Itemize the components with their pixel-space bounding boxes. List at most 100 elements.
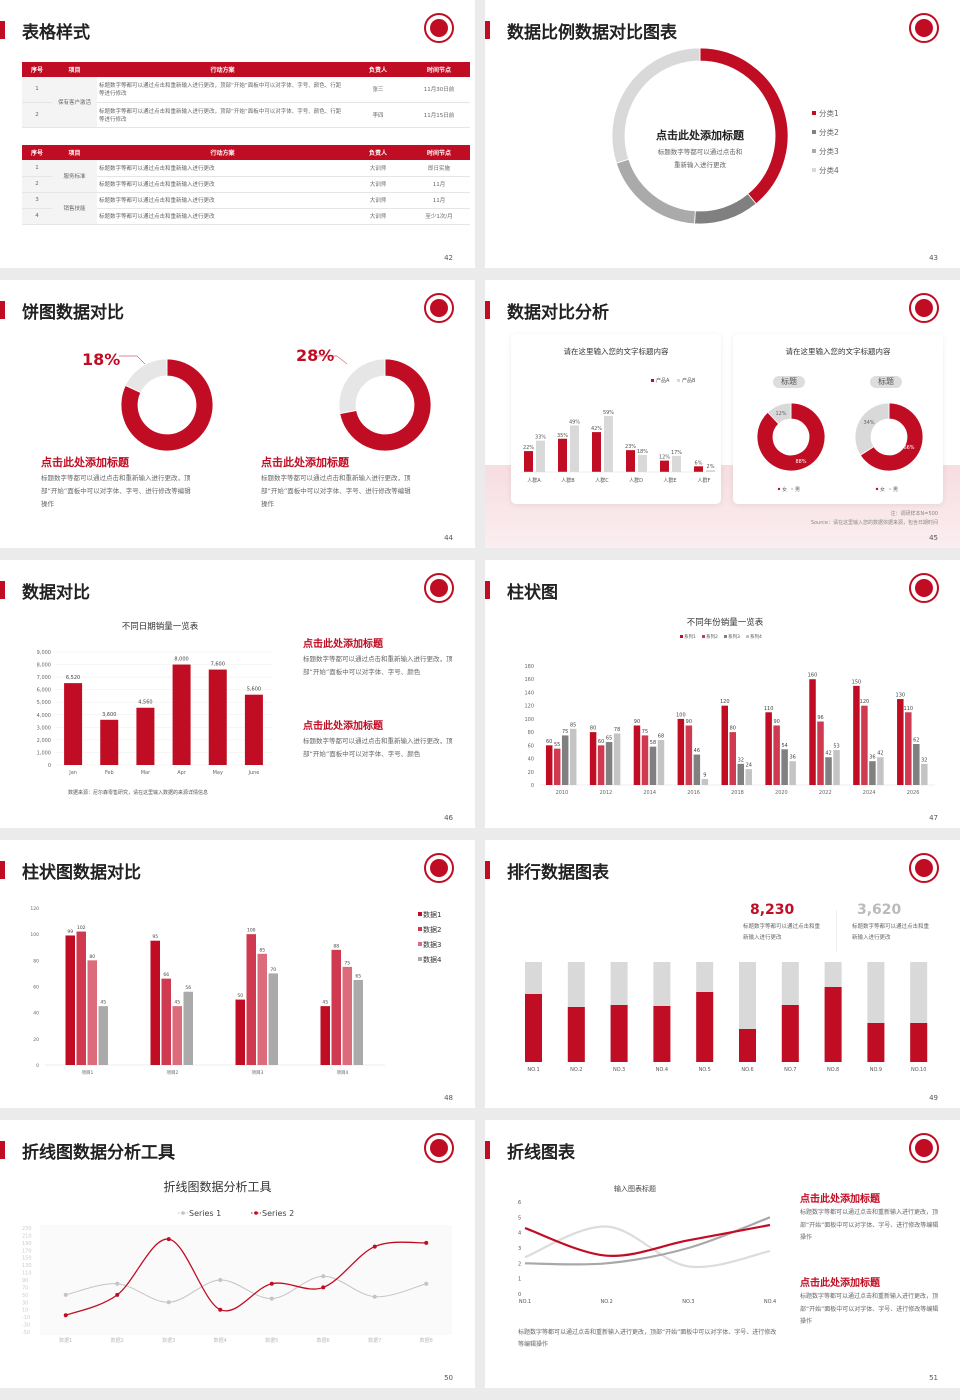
bar (638, 454, 647, 472)
cell: 标题数字等都可以通过点击和重新输入进行更改 (97, 192, 348, 209)
bar (672, 455, 681, 472)
x-tick-label: 数据8 (420, 1337, 433, 1344)
x-tick-label: May (213, 770, 223, 776)
data-label: 36 (789, 755, 795, 761)
card-title: 请在这里输入您的文字标题内容 (785, 347, 891, 356)
bar (913, 744, 920, 785)
legend-swatch (724, 635, 727, 638)
data-point (218, 1278, 223, 1282)
bar (100, 719, 119, 765)
bar (773, 725, 780, 785)
x-tick-label: 人群B (561, 477, 575, 484)
source: Source：请在这里输入您的数据依据来源，包含日期时间 (810, 520, 938, 526)
data-label: 90 (686, 719, 692, 725)
seal-logo-icon (909, 853, 939, 883)
donut-slice (854, 402, 890, 456)
x-tick-label: 数据5 (265, 1337, 278, 1344)
bar (76, 931, 86, 1065)
seal-logo-icon (909, 573, 939, 603)
y-tick-label: 100 (524, 717, 534, 723)
slide-title: 折线图表 (507, 1143, 575, 1163)
bar (869, 761, 876, 785)
series-line (524, 1225, 771, 1269)
x-tick-label: 人群C (595, 477, 609, 484)
bar (257, 953, 267, 1065)
bar (342, 966, 352, 1065)
bar (98, 1006, 108, 1065)
bar (172, 664, 191, 765)
block-text: 标题数字等都可以通过点击和重新输入进行更改，顶部“开始”面板中可以对字体、字号、… (303, 655, 453, 676)
legend-label: 数据3 (423, 940, 441, 949)
pill-label: 标题 (773, 376, 805, 388)
data-label: 68 (658, 734, 664, 740)
cell: 1 (22, 77, 52, 103)
title-accent (0, 21, 5, 39)
y-tick-label: 170 (22, 1248, 32, 1254)
bar (739, 1029, 756, 1062)
stat-text: 标题数字等都可以通过点击和重新输入进行更改 (743, 924, 821, 941)
col-header: 序号 (22, 62, 52, 77)
block-text: 标题数字等都可以通过点击和重新输入进行更改，顶部“开始”面板中可以对字体、字号、… (800, 1209, 939, 1241)
data-label: 95 (152, 934, 158, 940)
data-label: 23% (625, 444, 636, 450)
bar (592, 432, 601, 472)
y-tick-label: 210 (22, 1233, 32, 1239)
bar (693, 754, 701, 785)
data-label: 3,600 (102, 712, 116, 718)
data-label: 49% (569, 419, 580, 425)
bar (685, 725, 693, 785)
bar (897, 699, 904, 785)
bar (331, 949, 341, 1065)
page-number: 51 (929, 1374, 938, 1382)
y-tick-label: 40 (528, 757, 534, 763)
stat-text: 标题数字等都可以通过点击和重新输入进行更改 (852, 924, 930, 941)
cell: 服务标准 (52, 160, 97, 193)
cell: 标题数字等都可以通过点击和重新输入进行更改 (97, 208, 348, 225)
donut-slice (339, 358, 432, 452)
data-label: 56 (185, 985, 191, 991)
footer-text: 标题数字等都可以通过点击和重新输入进行更改，顶部“开始”面板中可以对字体、字号、… (518, 1329, 777, 1348)
data-point (424, 1281, 429, 1286)
data-label: 33% (535, 435, 546, 441)
table-row: 2 标题数字等都可以通过点击和重新输入进行更改 大训师 11月 (22, 176, 470, 193)
y-tick-label: 40 (33, 1011, 39, 1017)
bar (701, 779, 709, 785)
x-tick-label: June (247, 770, 259, 776)
y-tick-label: 190 (22, 1241, 32, 1247)
title-accent (0, 301, 5, 319)
bar (809, 679, 816, 785)
bar (553, 748, 561, 785)
chart-title: 输入图表标题 (614, 1185, 656, 1193)
cell: 11月30日前 (408, 77, 470, 103)
y-tick-label: 80 (528, 730, 534, 736)
x-tick-label: 数据4 (214, 1337, 227, 1344)
x-tick-label: NO.4 (656, 1067, 668, 1073)
cell: 即日实施 (408, 160, 470, 177)
bar (64, 683, 83, 765)
legend-label: 分类3 (819, 146, 839, 156)
cell: 11月15日前 (408, 102, 470, 128)
x-tick-label: 数据6 (317, 1337, 330, 1344)
title-accent (485, 861, 490, 879)
data-label: 70 (270, 967, 276, 973)
data-label: 45 (174, 1000, 180, 1006)
x-tick-label: NO.6 (741, 1067, 753, 1073)
bar (172, 1006, 182, 1065)
x-tick-label: NO.3 (613, 1067, 625, 1073)
y-tick-label: 70 (22, 1285, 28, 1291)
legend-label: 分类1 (819, 108, 839, 118)
bar (545, 745, 553, 785)
x-tick-label: NO.5 (699, 1067, 711, 1073)
legend-swatch (418, 927, 422, 931)
x-tick-label: 2026 (907, 790, 920, 796)
legend-label: 男 (795, 487, 800, 493)
x-tick-label: NO.1 (527, 1067, 539, 1073)
pct-label: 18% (82, 350, 121, 369)
x-tick-label: 人群E (663, 477, 676, 484)
leader-line (315, 355, 348, 365)
data-label: 6,520 (66, 675, 80, 681)
legend-label: 系列3 (728, 633, 740, 640)
slide-42: 表格样式 序号 项目 行动方案 负责人 时间节点 1 保有客户激活 标题数字等都可以通过点击… (0, 0, 475, 268)
x-tick-label: NO.7 (784, 1067, 796, 1073)
source: 数据来源：尼尔森零售研究，请在这里输入数据的来源详情信息 (68, 790, 209, 796)
